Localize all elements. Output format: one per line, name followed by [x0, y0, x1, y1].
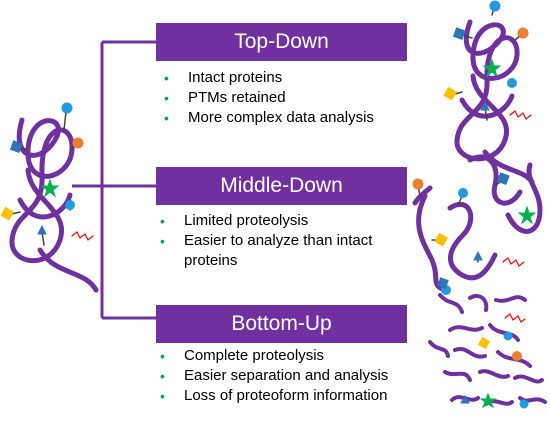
- intact-protein-icon: [0, 102, 99, 293]
- bottom-up-banner: Bottom-Up: [156, 305, 407, 343]
- list-item: • Intact proteins: [164, 69, 283, 86]
- bullet-icon: •: [164, 90, 169, 106]
- list-item: proteins: [184, 252, 238, 269]
- top-down-banner: Top-Down: [156, 23, 407, 61]
- middle-down-banner: Middle-Down: [156, 167, 407, 205]
- list-item: • Easier separation and analysis: [160, 367, 389, 384]
- bullet-icon: •: [160, 233, 165, 249]
- list-item: • Easier to analyze than intact: [160, 232, 373, 249]
- list-item: • Limited proteolysis: [160, 212, 309, 229]
- bullet-icon: •: [164, 110, 169, 126]
- partially-digested-protein-icon: [412, 154, 543, 293]
- bracket-connector: [72, 40, 156, 320]
- bullet-icon: •: [160, 348, 165, 364]
- middle-down-bullets: • Limited proteolysis • Easier to analyze …: [158, 211, 372, 271]
- list-item: • More complex data analysis: [164, 109, 374, 126]
- bullet-icon: •: [160, 368, 165, 384]
- top-down-bullets: • Intact proteins • PTMs retained • More co…: [162, 68, 374, 128]
- bullet-icon: •: [160, 388, 165, 404]
- list-item: • Loss of proteoform information: [160, 387, 388, 404]
- list-item: • Complete proteolysis: [160, 347, 325, 364]
- top-down-title: Top-Down: [234, 30, 329, 53]
- list-item: • PTMs retained: [164, 89, 286, 106]
- top-down-protein-icon: [443, 0, 535, 185]
- bottom-up-bullets: • Complete proteolysis • Easier separation…: [158, 346, 388, 406]
- bullet-icon: •: [164, 70, 169, 86]
- bottom-up-title: Bottom-Up: [231, 312, 332, 335]
- middle-down-title: Middle-Down: [220, 174, 343, 197]
- bullet-icon: •: [160, 213, 165, 229]
- peptide-fragments-icon: [428, 277, 547, 409]
